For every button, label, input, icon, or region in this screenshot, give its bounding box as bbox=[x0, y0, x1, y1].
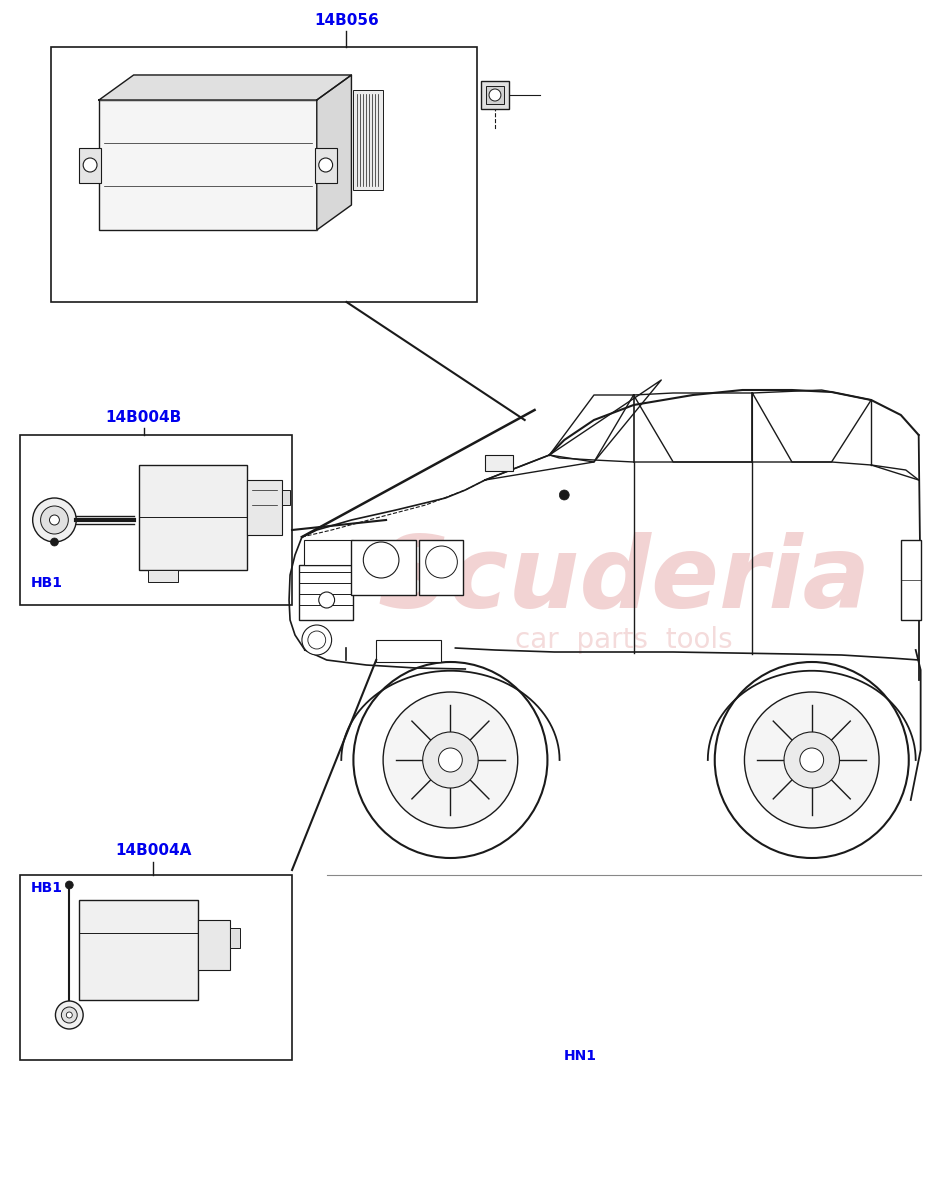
Circle shape bbox=[800, 748, 824, 772]
Text: Scuderia: Scuderia bbox=[377, 532, 870, 629]
Circle shape bbox=[560, 490, 569, 500]
Circle shape bbox=[383, 692, 518, 828]
Bar bbox=[354, 90, 383, 190]
Bar bbox=[139, 464, 247, 570]
Bar bbox=[80, 900, 198, 1000]
Bar bbox=[198, 920, 229, 970]
Circle shape bbox=[715, 662, 909, 858]
Circle shape bbox=[426, 546, 458, 578]
Circle shape bbox=[354, 662, 548, 858]
Circle shape bbox=[33, 498, 76, 542]
Bar bbox=[282, 490, 290, 505]
Circle shape bbox=[319, 158, 332, 172]
Circle shape bbox=[308, 631, 326, 649]
Polygon shape bbox=[316, 74, 351, 230]
Bar bbox=[376, 640, 441, 662]
Circle shape bbox=[302, 625, 331, 655]
Circle shape bbox=[55, 1001, 83, 1028]
Text: HB1: HB1 bbox=[31, 576, 63, 590]
Bar bbox=[299, 565, 354, 620]
Circle shape bbox=[62, 1007, 77, 1022]
Polygon shape bbox=[99, 74, 351, 100]
Bar bbox=[51, 47, 477, 302]
Circle shape bbox=[423, 732, 478, 788]
Circle shape bbox=[66, 1012, 72, 1018]
Text: HN1: HN1 bbox=[563, 1049, 596, 1063]
Circle shape bbox=[439, 748, 462, 772]
Bar bbox=[247, 480, 282, 535]
Bar bbox=[304, 540, 354, 565]
Text: 14B056: 14B056 bbox=[314, 13, 379, 28]
Bar bbox=[149, 570, 178, 582]
Bar bbox=[20, 875, 292, 1060]
Text: HB1: HB1 bbox=[31, 881, 63, 895]
Text: 14B004B: 14B004B bbox=[106, 410, 182, 425]
Text: car  parts  tools: car parts tools bbox=[515, 626, 733, 654]
Bar bbox=[481, 80, 509, 109]
Circle shape bbox=[40, 506, 68, 534]
Circle shape bbox=[319, 592, 334, 608]
Bar bbox=[314, 148, 337, 182]
Text: 14B004A: 14B004A bbox=[115, 842, 192, 858]
Bar bbox=[99, 100, 316, 230]
Bar bbox=[20, 434, 292, 605]
Circle shape bbox=[744, 692, 879, 828]
Bar bbox=[80, 148, 101, 182]
Circle shape bbox=[363, 542, 399, 578]
Circle shape bbox=[83, 158, 97, 172]
Bar bbox=[351, 540, 416, 595]
Circle shape bbox=[489, 89, 501, 101]
Bar bbox=[486, 86, 504, 104]
Circle shape bbox=[50, 515, 59, 526]
Circle shape bbox=[784, 732, 840, 788]
Bar bbox=[485, 455, 513, 470]
Circle shape bbox=[51, 538, 58, 546]
Circle shape bbox=[66, 881, 73, 889]
Bar bbox=[418, 540, 463, 595]
Bar bbox=[229, 928, 240, 948]
Bar bbox=[900, 540, 921, 620]
